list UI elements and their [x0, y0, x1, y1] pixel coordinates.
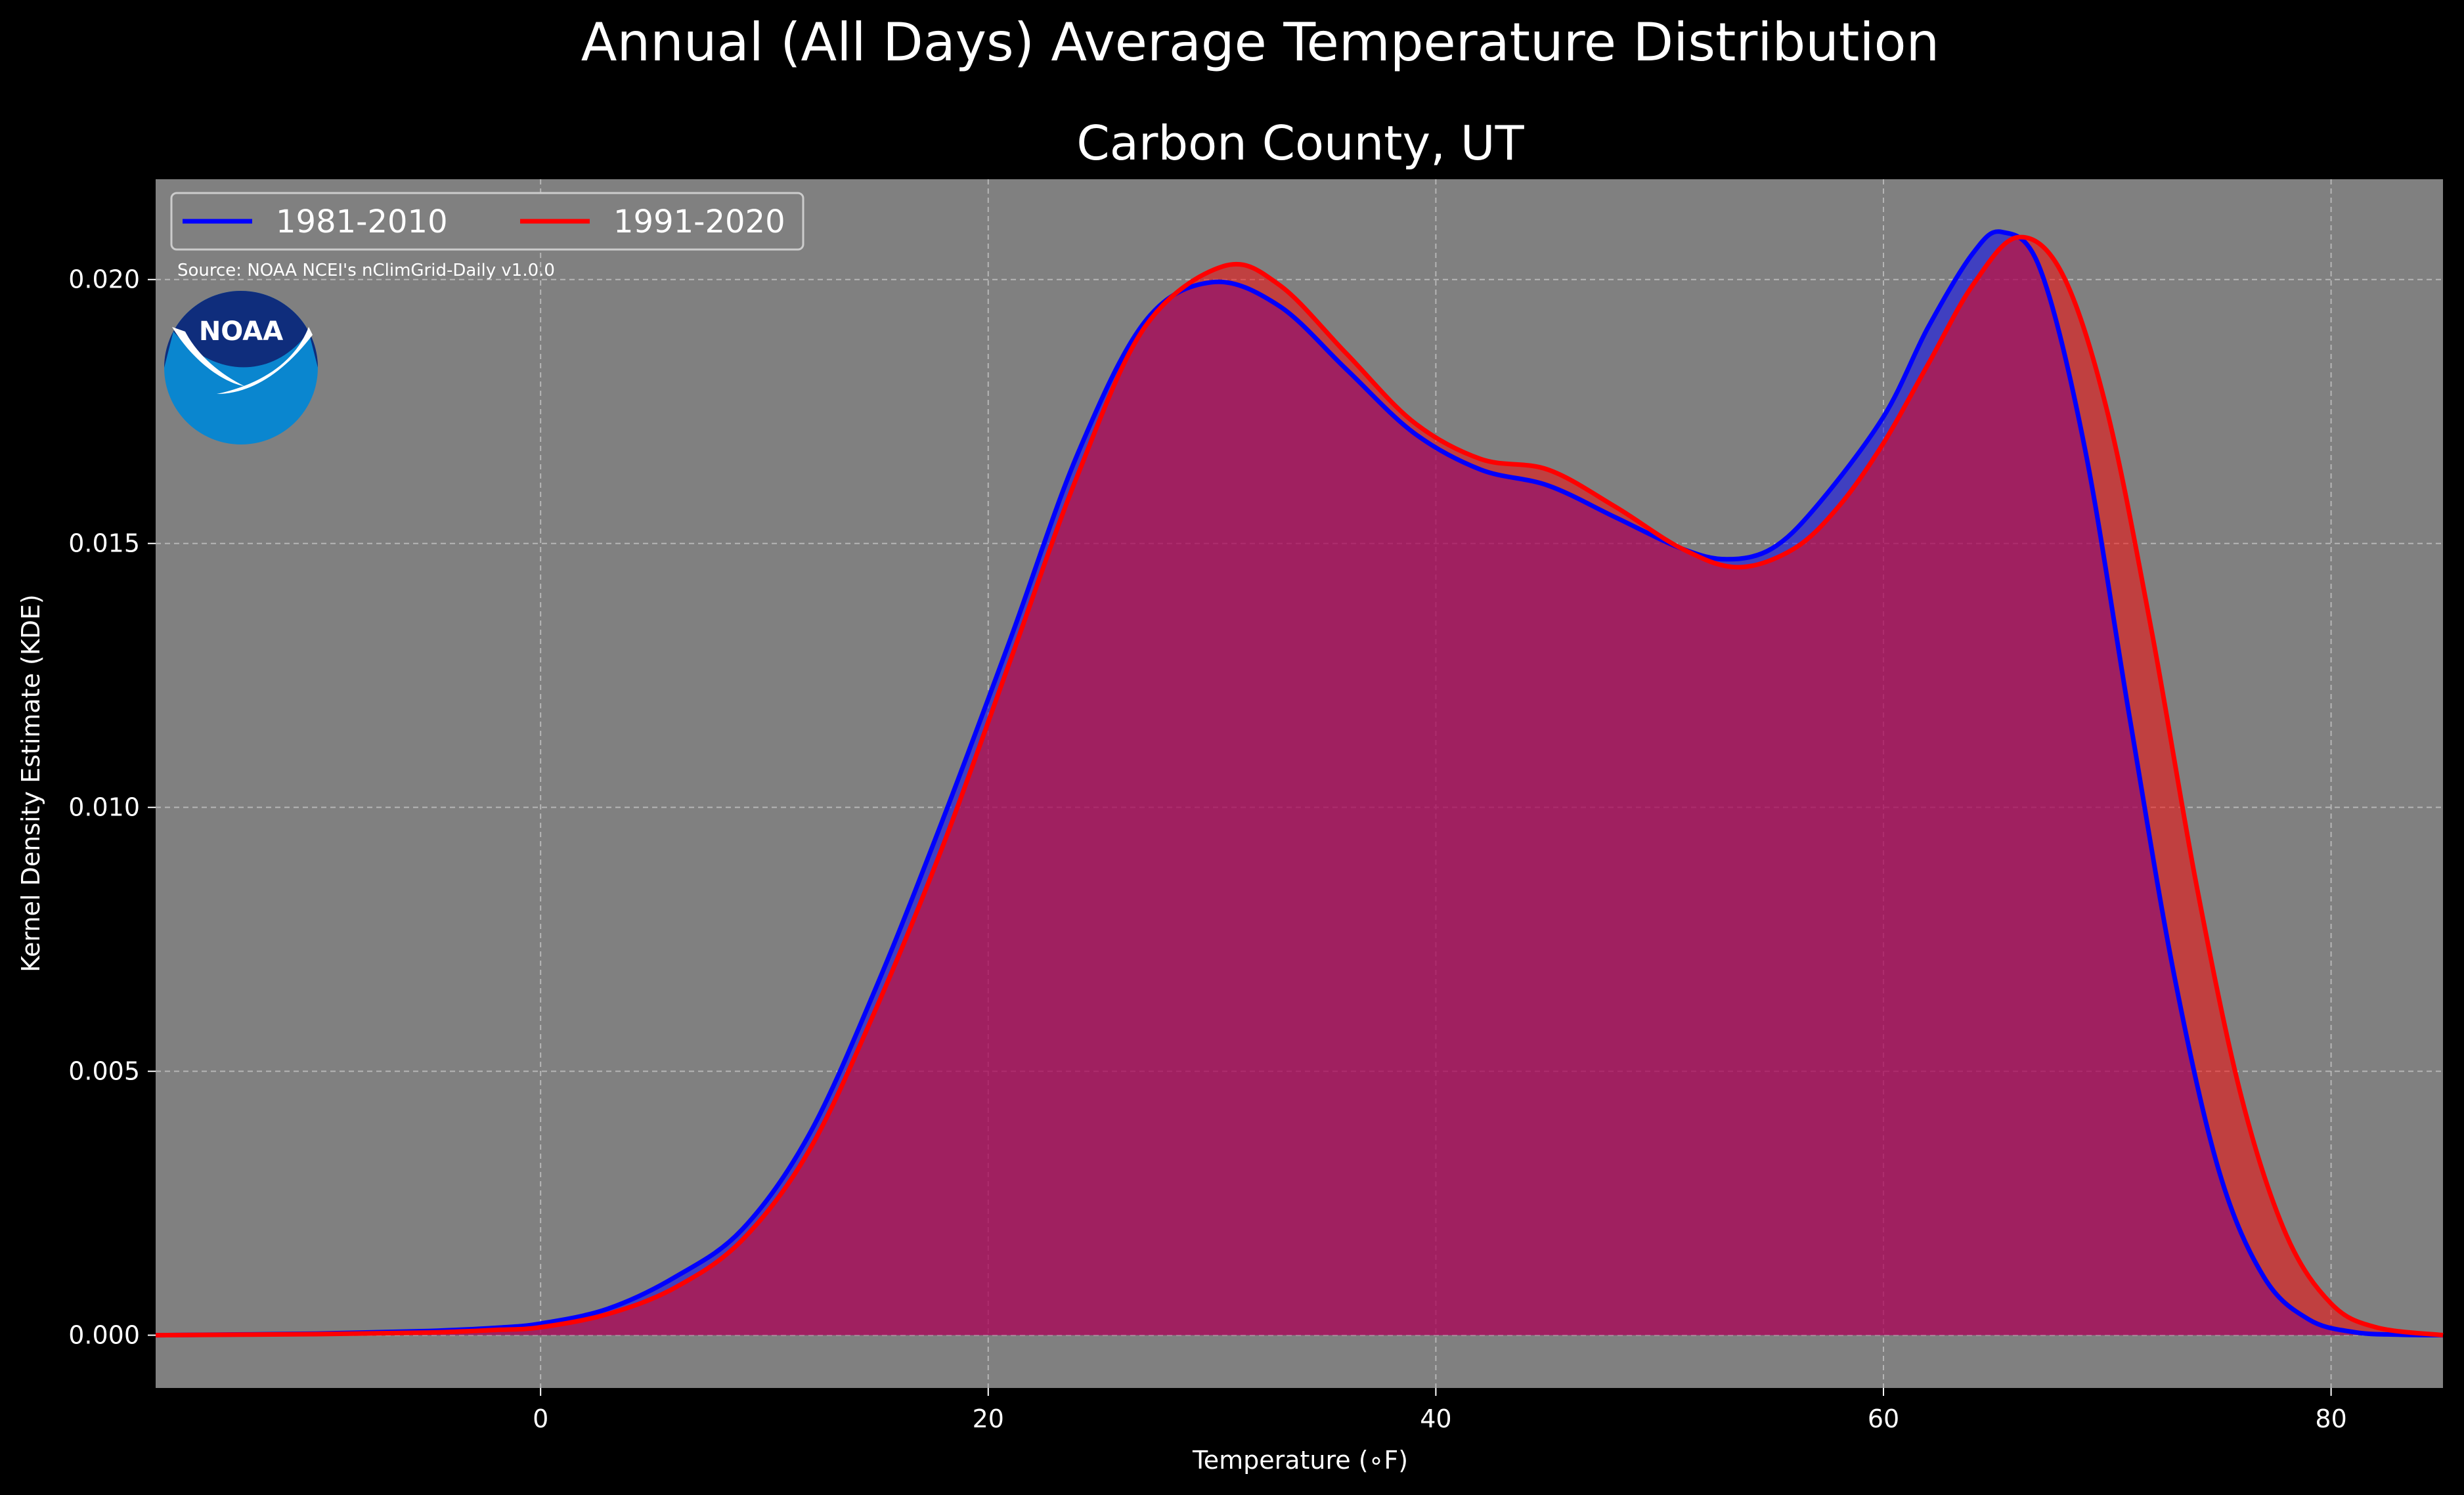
legend: 1981-2010 1991-2020	[170, 192, 804, 251]
y-tick-label: 0.005	[68, 1057, 140, 1086]
x-tick-label: 20	[973, 1404, 1004, 1433]
axis-ticks: 0 20 40 60 80 0.000 0.005 0.010 0.015 0.020	[68, 265, 2347, 1433]
y-tick-label: 0.015	[68, 529, 140, 558]
y-tick-label: 0.000	[68, 1321, 140, 1350]
logo-text: NOAA	[199, 316, 283, 347]
chart-suptitle: Annual (All Days) Average Temperature Di…	[581, 12, 1939, 73]
legend-label-1981-2010: 1981-2010	[276, 204, 448, 240]
x-tick-label: 60	[1868, 1404, 1899, 1433]
series-lines	[155, 229, 2444, 1338]
x-axis-label: Temperature (∘F)	[1192, 1446, 1408, 1475]
x-tick-label: 0	[533, 1404, 548, 1433]
x-tick-label: 80	[2315, 1404, 2346, 1433]
y-axis-label: Kernel Density Estimate (KDE)	[16, 594, 45, 972]
series-fill-1991-2020	[156, 237, 2443, 1335]
legend-label-1991-2020: 1991-2020	[613, 204, 785, 240]
series-fills	[156, 231, 2443, 1335]
y-tick-label: 0.020	[68, 265, 140, 294]
series-line-1981-2010	[155, 229, 2444, 1338]
x-tick-label: 40	[1420, 1404, 1451, 1433]
noaa-logo-icon: NOAA	[164, 291, 318, 444]
legend-box	[170, 192, 804, 251]
series-line-1991-2020	[155, 234, 2444, 1338]
chart-title: Carbon County, UT	[1076, 116, 1524, 171]
y-tick-label: 0.010	[68, 793, 140, 822]
source-note: Source: NOAA NCEI's nClimGrid-Daily v1.0…	[177, 261, 555, 280]
